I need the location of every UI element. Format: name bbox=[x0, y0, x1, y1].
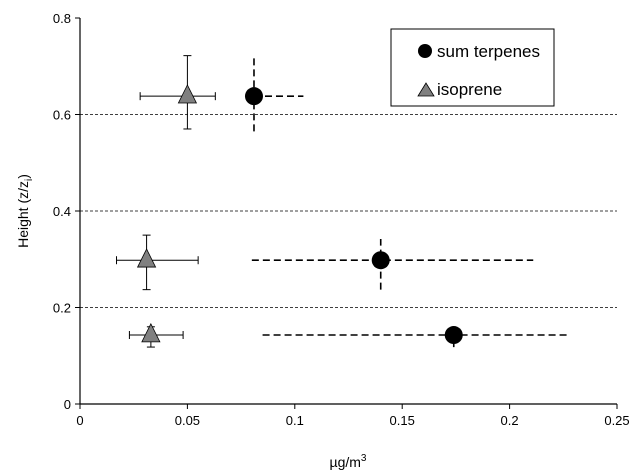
y-tick-label: 0.8 bbox=[53, 11, 71, 26]
legend-marker-sum-terpenes bbox=[418, 44, 432, 58]
legend: sum terpenes isoprene bbox=[390, 28, 555, 107]
y-axis-label-suffix: ) bbox=[15, 174, 31, 179]
y-tick-label: 0.6 bbox=[53, 108, 71, 123]
gridlines bbox=[80, 114, 617, 308]
legend-label-sum-terpenes: sum terpenes bbox=[437, 42, 540, 61]
isoprene-point bbox=[136, 248, 157, 268]
isoprene-point bbox=[141, 322, 161, 343]
tick-labels: 0 0.2 0.4 0.6 0.8 0 0.05 0.1 0.15 0.2 0.25 bbox=[53, 11, 630, 428]
y-axis-label-subscript: i bbox=[24, 179, 35, 181]
data-markers bbox=[136, 84, 463, 345]
x-tick-label: 0.25 bbox=[604, 413, 629, 428]
legend-label-isoprene: isoprene bbox=[437, 80, 502, 99]
sum-terpenes-point bbox=[371, 251, 390, 270]
y-axis-label: Height (z/zi) bbox=[15, 174, 35, 248]
x-tick-label: 0.15 bbox=[390, 413, 415, 428]
sum-terpenes-point bbox=[444, 326, 463, 345]
x-tick-label: 0.05 bbox=[175, 413, 200, 428]
x-tick-label: 0.2 bbox=[501, 413, 519, 428]
x-axis-label-superscript: 3 bbox=[361, 453, 367, 464]
x-axis-label: µg/m3 bbox=[330, 453, 367, 470]
isoprene-point bbox=[177, 84, 198, 104]
y-tick-label: 0.2 bbox=[53, 301, 71, 316]
sum-terpenes-point bbox=[244, 87, 263, 106]
x-tick-label: 0.1 bbox=[286, 413, 304, 428]
y-tick-label: 0.4 bbox=[53, 204, 71, 219]
y-tick-label: 0 bbox=[64, 397, 71, 412]
x-tick-label: 0 bbox=[76, 413, 83, 428]
legend-marker-isoprene bbox=[417, 82, 435, 97]
legend-box bbox=[390, 28, 555, 107]
